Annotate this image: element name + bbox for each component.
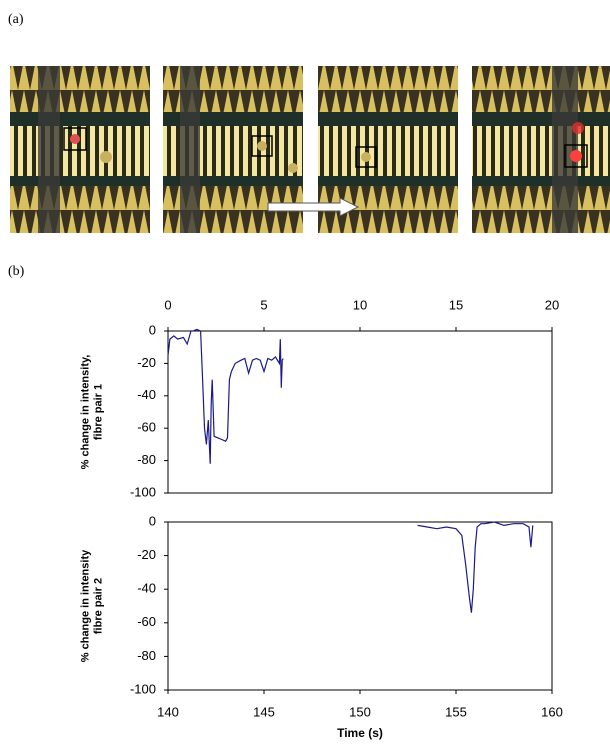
y-tick-label: -60 (137, 420, 156, 435)
y-tick-label: -60 (137, 614, 156, 629)
panel-label: (a) (8, 12, 24, 27)
y-axis-title: % change in intensity (79, 549, 91, 662)
y-tick-label: -20 (137, 547, 156, 562)
x-tick-label: 150 (349, 704, 371, 719)
x-tick-label: 0 (164, 297, 171, 312)
x-tick-label: 10 (353, 297, 367, 312)
y-tick-label: 0 (149, 322, 156, 337)
x-tick-label: 160 (541, 704, 563, 719)
y-tick-label: -40 (137, 581, 156, 596)
photo (163, 66, 303, 233)
arrow (267, 197, 360, 217)
y-tick-label: -20 (137, 355, 156, 370)
data-line (167, 328, 284, 464)
y-axis-title: fibre pair 2 (92, 578, 104, 634)
photo (10, 66, 150, 233)
panel-label: (b) (8, 264, 25, 279)
data-line (417, 521, 534, 613)
x-tick-label: 145 (253, 704, 275, 719)
x-tick-label: 15 (449, 297, 463, 312)
plot-frame (167, 521, 553, 691)
photo (472, 66, 610, 233)
x-tick-label: 140 (157, 704, 179, 719)
plot-frame (167, 330, 553, 494)
y-tick-label: -100 (130, 484, 156, 499)
y-axis-title: % change in intensity, (79, 355, 91, 470)
y-tick-label: -100 (130, 681, 156, 696)
x-tick-label: 5 (260, 297, 267, 312)
photo-strip (10, 66, 610, 233)
y-tick-label: -40 (137, 387, 156, 402)
y-tick-label: -80 (137, 452, 156, 467)
y-tick-label: -80 (137, 648, 156, 663)
photo (318, 66, 458, 233)
charts: 0 -20 -40 -60 -80 -100 0 5 10 15 20 % change in int… (79, 297, 562, 740)
x-axis-title: Time (s) (337, 726, 383, 740)
y-axis-title: fibre pair 1 (92, 384, 104, 440)
x-tick-label: 155 (445, 704, 467, 719)
y-tick-label: 0 (149, 513, 156, 528)
x-tick-label: 20 (545, 297, 559, 312)
